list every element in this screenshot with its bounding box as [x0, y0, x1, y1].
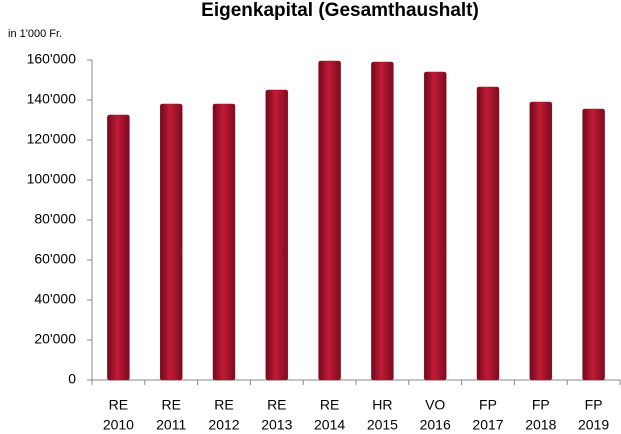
bar [529, 101, 553, 381]
x-tick-label: FP [585, 397, 603, 413]
bar [159, 103, 183, 381]
y-tick-label: 40'000 [34, 291, 76, 307]
x-tick-label: 2018 [525, 417, 556, 433]
y-tick-label: 0 [68, 371, 76, 387]
x-tick-label: RE [214, 397, 233, 413]
x-tick-label: RE [267, 397, 286, 413]
y-tick-label: 20'000 [34, 331, 76, 347]
x-tick-label: FP [479, 397, 497, 413]
y-tick-label: 80'000 [34, 211, 76, 227]
y-tick-label: 140'000 [27, 91, 77, 107]
bar [476, 86, 500, 381]
x-tick-label: RE [320, 397, 339, 413]
bar [318, 60, 341, 381]
chart-title: Eigenkapital (Gesamthaushalt) [201, 0, 479, 21]
x-tick-label: HR [372, 397, 392, 413]
x-tick-label: 2013 [261, 417, 292, 433]
bar [212, 103, 236, 381]
x-tick-label: 2019 [578, 417, 609, 433]
bar [371, 61, 394, 381]
bar [582, 108, 605, 381]
y-tick-label: 100'000 [27, 171, 77, 187]
bar [265, 89, 289, 381]
y-tick-label: 160'000 [27, 51, 77, 67]
x-tick-label: 2014 [314, 417, 345, 433]
x-tick-label: 2011 [156, 417, 186, 433]
x-tick-label: RE [109, 397, 128, 413]
x-tick-label: 2012 [208, 417, 239, 433]
x-tick-label: RE [161, 397, 180, 413]
bar [107, 114, 130, 381]
bar [423, 71, 447, 381]
x-tick-label: VO [425, 397, 445, 413]
x-tick-label: 2017 [472, 417, 503, 433]
y-tick-label: 60'000 [34, 251, 76, 267]
y-axis-label: in 1'000 Fr. [8, 28, 62, 40]
y-tick-label: 120'000 [27, 131, 77, 147]
x-tick-label: 2016 [420, 417, 451, 433]
x-tick-label: FP [532, 397, 550, 413]
x-tick-label: 2010 [103, 417, 134, 433]
x-tick-label: 2015 [367, 417, 398, 433]
